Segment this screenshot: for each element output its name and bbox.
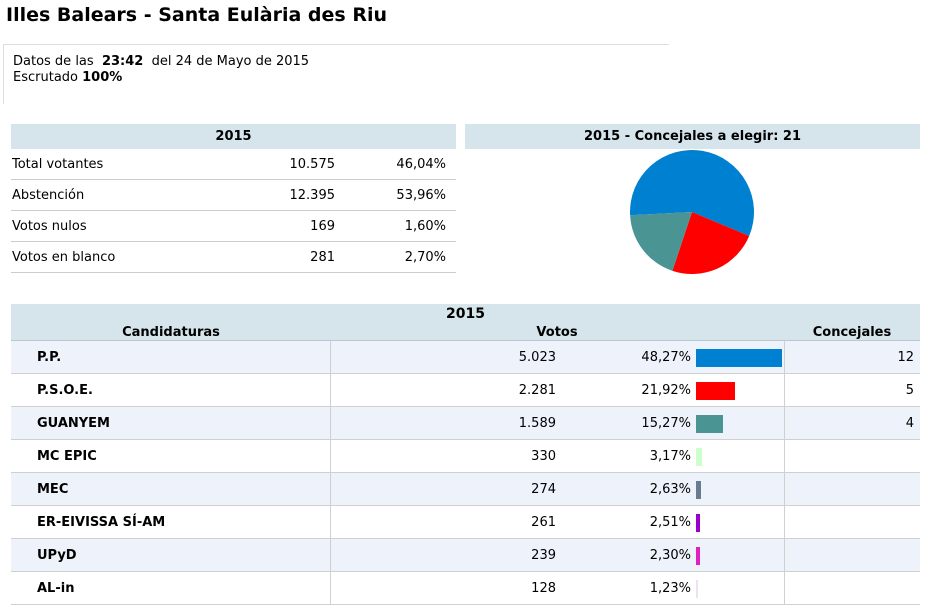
page-title: Illes Balears - Santa Eulària des Riu <box>6 4 388 26</box>
votes: 239 <box>531 548 556 563</box>
cell-border <box>784 374 785 407</box>
cell-border <box>784 572 785 605</box>
seats: 4 <box>905 416 914 431</box>
percent-bar <box>696 382 736 400</box>
pie-slice <box>630 212 692 271</box>
party-name: MEC <box>37 482 69 497</box>
summary-value: 10.575 <box>289 157 336 172</box>
summary-row <box>11 180 456 211</box>
summary-label: Total votantes <box>12 157 104 172</box>
percent-bar <box>696 448 702 466</box>
info-box <box>3 44 669 104</box>
percent: 21,92% <box>641 383 691 398</box>
percent-bar <box>696 349 782 367</box>
summary-row <box>11 149 456 180</box>
summary-value: 169 <box>310 219 335 234</box>
results-row <box>11 572 920 605</box>
cell-border <box>330 341 331 374</box>
cell-border <box>330 473 331 506</box>
cell-border <box>330 440 331 473</box>
scrutiny-line: Escrutado 100% <box>13 70 122 85</box>
percent-bar <box>696 481 701 499</box>
cell-border <box>330 506 331 539</box>
percent: 2,51% <box>649 515 691 530</box>
summary-row <box>11 211 456 242</box>
percent: 48,27% <box>641 350 691 365</box>
votes: 274 <box>531 482 556 497</box>
party-name: MC EPIC <box>37 449 97 464</box>
percent-bar <box>696 514 701 532</box>
results-subheader <box>11 324 920 341</box>
scrutiny-label: Escrutado <box>13 70 78 85</box>
votes: 1.589 <box>518 416 556 431</box>
cell-border <box>330 539 331 572</box>
cell-border <box>784 539 785 572</box>
votes: 5.023 <box>518 350 556 365</box>
pie-header: 2015 - Concejales a elegir: 21 <box>465 124 920 149</box>
party-name: GUANYEM <box>37 416 110 431</box>
percent: 2,63% <box>649 482 691 497</box>
summary-label: Votos en blanco <box>12 250 116 265</box>
column-header: Votos <box>536 325 578 340</box>
summary-percent: 1,60% <box>404 219 446 234</box>
summary-label: Votos nulos <box>12 219 87 234</box>
votes: 261 <box>531 515 556 530</box>
results-row <box>11 374 920 407</box>
votes: 330 <box>531 449 556 464</box>
info-time: 23:42 <box>101 54 144 69</box>
summary-header: 2015 <box>11 124 456 149</box>
party-name: ER-EIVISSA SÍ-AM <box>37 515 166 530</box>
seats-pie <box>630 150 754 274</box>
party-name: P.P. <box>37 350 62 365</box>
info-date: del 24 de Mayo de 2015 <box>151 54 310 69</box>
summary-row <box>11 242 456 273</box>
cell-border <box>784 473 785 506</box>
info-line: Datos de las 23:42 del 24 de Mayo de 201… <box>13 54 309 69</box>
percent: 2,30% <box>649 548 691 563</box>
party-name: AL-in <box>37 581 75 596</box>
percent-bar <box>696 415 724 433</box>
cell-border <box>330 572 331 605</box>
results-row <box>11 506 920 539</box>
summary-value: 12.395 <box>289 188 336 203</box>
column-header: Concejales <box>812 325 892 340</box>
cell-border <box>330 407 331 440</box>
seats: 5 <box>905 383 914 398</box>
summary-percent: 53,96% <box>396 188 446 203</box>
results-row <box>11 407 920 440</box>
info-label: Datos de las <box>13 54 94 69</box>
summary-label: Abstención <box>12 188 85 203</box>
cell-border <box>330 374 331 407</box>
percent: 15,27% <box>641 416 691 431</box>
summary-percent: 46,04% <box>396 157 446 172</box>
party-name: P.S.O.E. <box>37 383 93 398</box>
scrutiny-value: 100% <box>82 70 123 85</box>
pie-slice <box>672 212 750 274</box>
percent-bar <box>696 580 699 598</box>
votes: 128 <box>531 581 556 596</box>
column-header: Candidaturas <box>122 325 220 340</box>
seats: 12 <box>897 350 914 365</box>
votes: 2.281 <box>518 383 556 398</box>
cell-border <box>784 407 785 440</box>
summary-value: 281 <box>310 250 335 265</box>
results-row <box>11 473 920 506</box>
summary-percent: 2,70% <box>404 250 446 265</box>
percent: 1,23% <box>649 581 691 596</box>
cell-border <box>784 341 785 374</box>
percent: 3,17% <box>649 449 691 464</box>
cell-border <box>784 506 785 539</box>
results-header: 2015 <box>11 304 920 324</box>
cell-border <box>784 440 785 473</box>
percent-bar <box>696 547 701 565</box>
pie-slice <box>630 150 754 236</box>
results-row <box>11 539 920 572</box>
party-name: UPyD <box>37 548 77 563</box>
results-row <box>11 440 920 473</box>
